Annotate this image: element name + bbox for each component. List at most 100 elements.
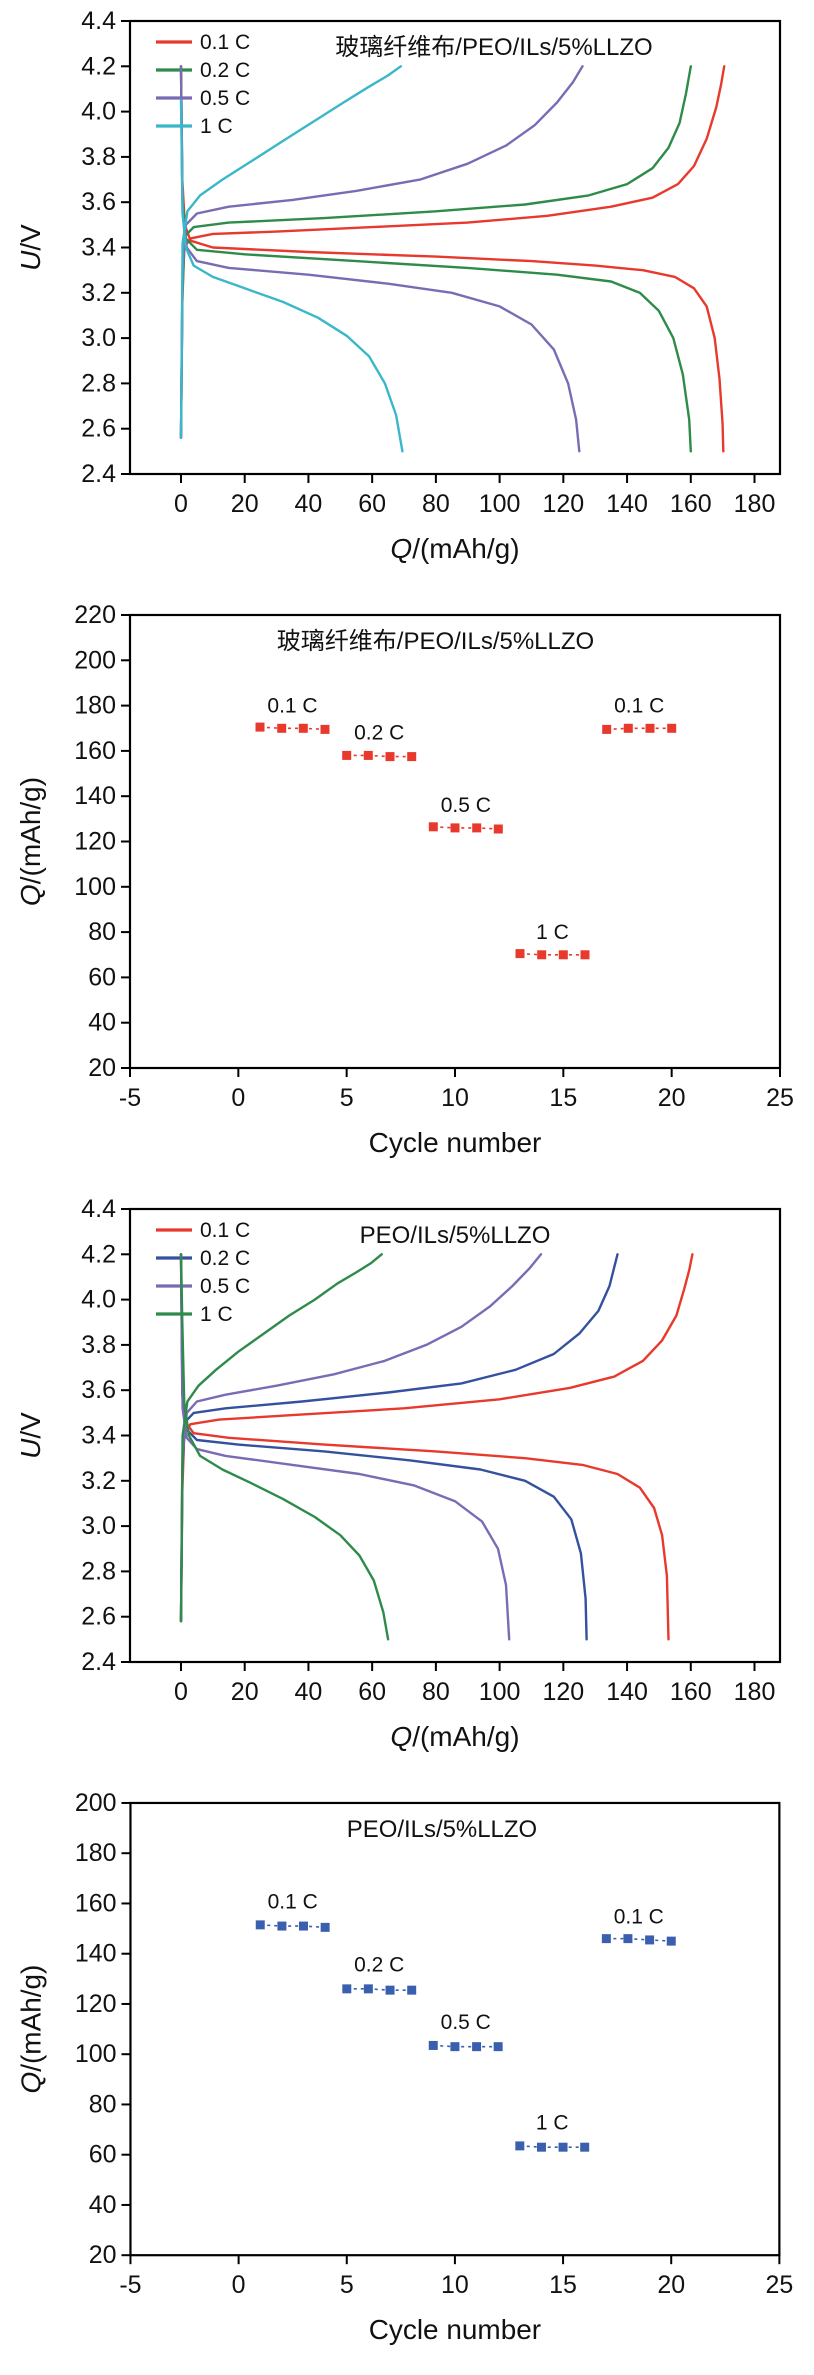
group-label: 0.5 C [441, 794, 491, 817]
data-point [601, 1934, 611, 1944]
x-tick-label: 0 [174, 1678, 188, 1706]
chart-rate-capability-glassfiber: 0.1 C 0.2 C 0.5 C 1 C 0.1 C -5 0 5 10 15 20 25 20 40 6… [15, 601, 794, 1158]
y-tick-label: 4.2 [81, 1240, 116, 1268]
data-point [623, 723, 633, 733]
data-point [558, 950, 568, 960]
x-tick-label: 160 [670, 490, 712, 518]
data-point [515, 949, 525, 959]
x-tick-label: 180 [734, 490, 776, 518]
y-tick-label: 4.0 [81, 98, 116, 126]
data-point [472, 823, 482, 833]
x-axis-label: Cycle number [369, 2314, 541, 2345]
x-tick-label: 20 [658, 1084, 686, 1112]
legend-label: 0.2 C [200, 1247, 250, 1270]
y-axis-label: Q/(mAh/g) [16, 1965, 47, 2094]
data-point [536, 2142, 546, 2152]
chart-voltage-profiles-glassfiber: 0.1 C 0.2 C 0.5 C 1 C 0 20 40 60 80 100 120 140 160 1… [15, 7, 782, 564]
y-tick-label: 100 [75, 2040, 117, 2068]
x-tick-label: -5 [119, 2271, 141, 2299]
x-tick-label: 140 [606, 1678, 648, 1706]
x-tick-label: 60 [358, 490, 386, 518]
data-point [515, 2141, 525, 2151]
x-tick-label: 15 [549, 1084, 577, 1112]
y-tick-label: 160 [75, 1889, 117, 1917]
marker-connector [519, 952, 585, 956]
x-tick-label: 60 [358, 1678, 386, 1706]
y-tick-label: 3.0 [81, 324, 116, 352]
curve-charge-0.2C [179, 1253, 619, 1623]
data-point [255, 722, 265, 732]
curve-discharge-0.1C [179, 65, 725, 453]
legend-label: 1 C [200, 1303, 233, 1326]
data-point [320, 724, 330, 734]
legend-label: 0.5 C [200, 87, 250, 110]
y-tick-label: 2.4 [81, 1648, 116, 1676]
x-tick-label: 25 [766, 1084, 794, 1112]
group-label: 0.1 C [614, 694, 664, 717]
data-point [255, 1920, 265, 1930]
data-point [623, 1934, 633, 1944]
y-tick-label: 60 [88, 963, 116, 991]
legend-label: 0.5 C [200, 1275, 250, 1298]
marker-connector [433, 2044, 499, 2048]
x-axis-label: Q/(mAh/g) [390, 533, 519, 564]
marker-connector [260, 1924, 326, 1929]
y-tick-label: 3.2 [81, 1467, 116, 1495]
data-point [450, 823, 460, 833]
x-tick-label: 40 [295, 1678, 323, 1706]
x-tick-label: 20 [231, 490, 259, 518]
data-point [666, 1936, 676, 1946]
x-tick-label: 20 [231, 1678, 259, 1706]
data-point [537, 950, 547, 960]
y-tick-label: 3.6 [81, 1376, 116, 1404]
marker-connector [519, 2145, 585, 2148]
y-tick-label: 4.4 [81, 1195, 116, 1223]
x-tick-label: 80 [422, 490, 450, 518]
data-point [298, 1921, 308, 1931]
y-tick-label: 4.4 [81, 7, 116, 35]
chart-voltage-profiles-peo: 0.1 C 0.2 C 0.5 C 1 C 0 20 40 60 80 100 120 140 160 1… [15, 1195, 782, 1752]
x-tick-label: 160 [670, 1678, 712, 1706]
y-tick-label: 140 [75, 1940, 117, 1968]
curve-charge-1C [179, 65, 402, 439]
y-tick-label: 2.8 [81, 369, 116, 397]
x-tick-label: 0 [231, 1084, 245, 1112]
marker-connector [259, 726, 326, 731]
y-tick-label: 120 [74, 828, 116, 856]
curve-charge-0.5C [179, 65, 584, 439]
x-tick-label: 100 [479, 490, 521, 518]
y-tick-label: 3.8 [81, 143, 116, 171]
curve-discharge-1C [179, 99, 404, 453]
y-tick-label: 4.2 [81, 52, 116, 80]
y-tick-label: 40 [89, 2191, 117, 2219]
x-tick-label: -5 [119, 1084, 141, 1112]
y-tick-label: 200 [75, 1789, 117, 1817]
curve-discharge-1C [179, 1253, 390, 1641]
x-axis-label: Cycle number [369, 1127, 542, 1158]
y-tick-label: 40 [88, 1009, 116, 1037]
y-tick-label: 200 [74, 646, 116, 674]
curve-charge-0.5C [179, 1253, 543, 1623]
y-tick-label: 3.0 [81, 1512, 116, 1540]
group-label: 0.1 C [267, 694, 317, 717]
x-tick-label: 15 [549, 2271, 577, 2299]
marker-connector [433, 826, 499, 830]
data-point [407, 1985, 417, 1995]
data-point [385, 752, 395, 762]
data-point [363, 750, 373, 760]
y-tick-label: 3.6 [81, 188, 116, 216]
data-point [645, 723, 655, 733]
chart-title: 玻璃纤维布/PEO/ILs/5%LLZO [335, 34, 652, 61]
data-point [428, 2040, 438, 2050]
y-axis-label: U/V [15, 1412, 46, 1459]
data-point [493, 2042, 503, 2052]
y-tick-label: 2.6 [81, 415, 116, 443]
y-tick-label: 180 [74, 692, 116, 720]
data-point [602, 724, 612, 734]
data-point [407, 752, 417, 762]
data-point [558, 2142, 568, 2152]
y-tick-label: 80 [88, 918, 116, 946]
x-tick-label: 0 [232, 2271, 246, 2299]
data-point [385, 1985, 395, 1995]
